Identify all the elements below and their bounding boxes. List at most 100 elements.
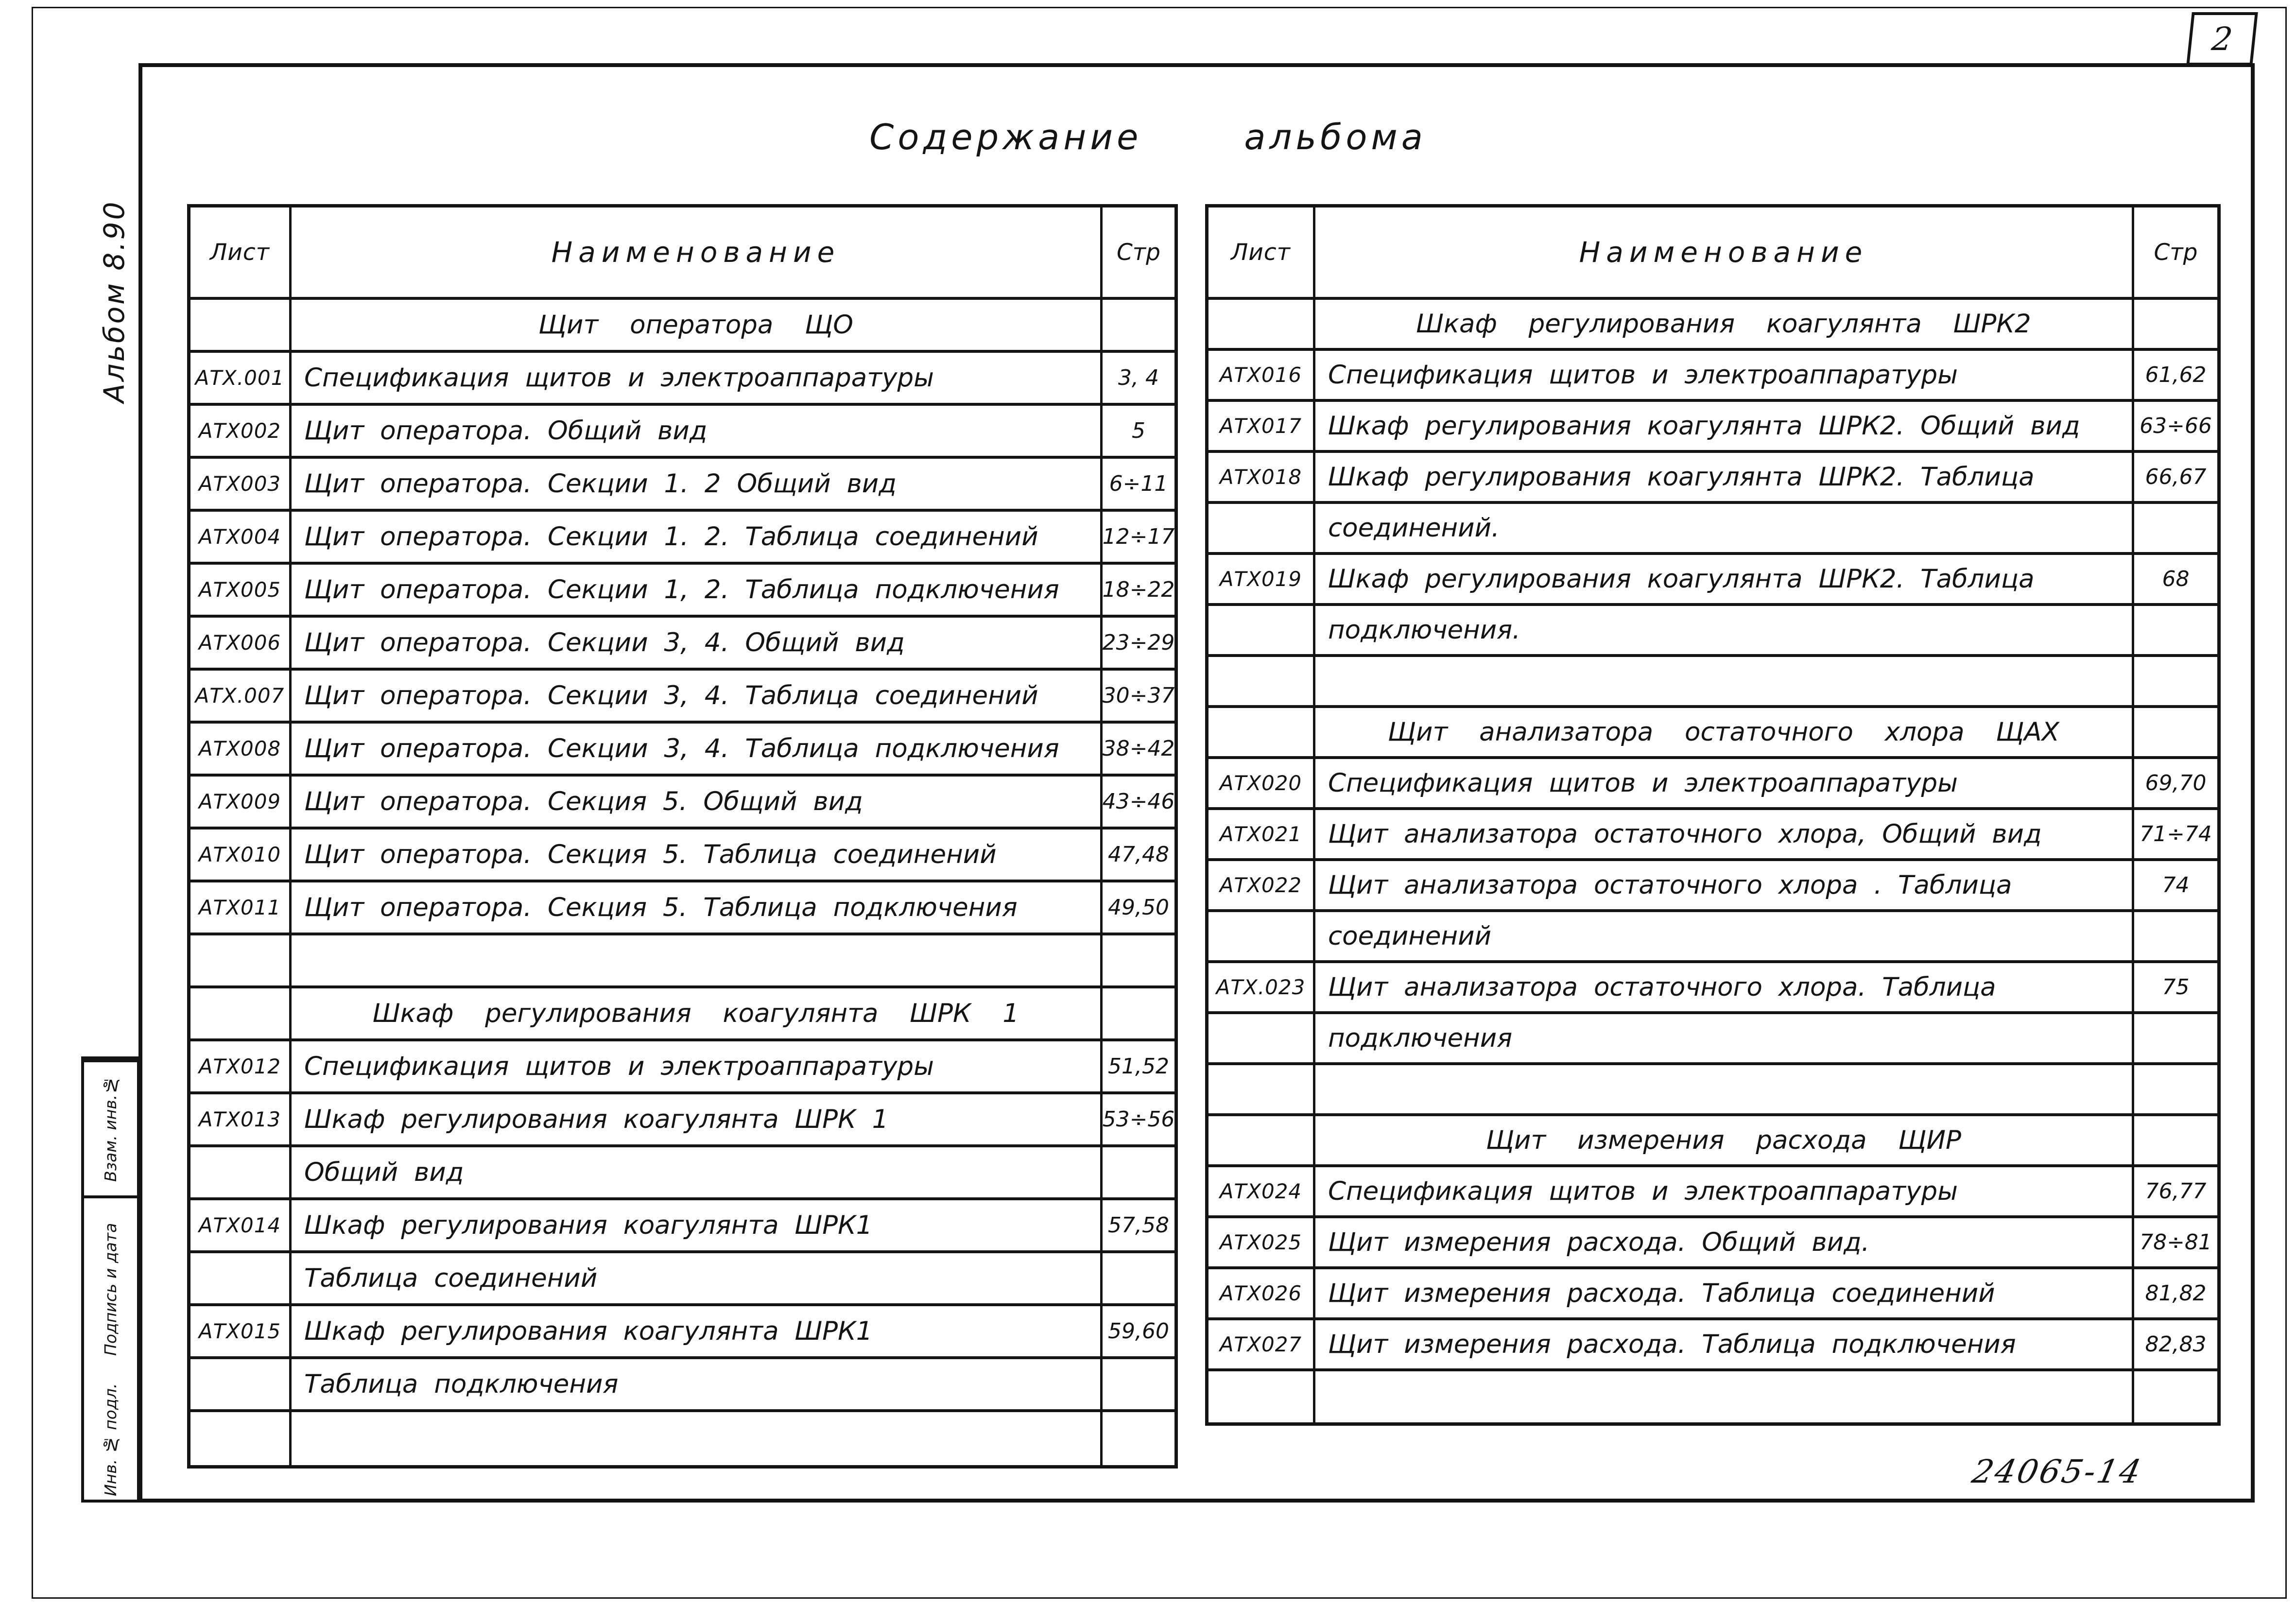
toc-cell-sheet bbox=[1208, 300, 1315, 348]
toc-cell-sheet: АТХ018 bbox=[1208, 453, 1315, 501]
toc-cell-name: Спецификация щитов и электроаппаратуры bbox=[304, 1052, 934, 1081]
toc-section-row: Щит оператора ЩО bbox=[190, 300, 1174, 353]
toc-cell-name: Щит оператора ЩО bbox=[538, 310, 853, 340]
toc-cell-name: Щит измерения расхода. Таблица подключен… bbox=[1328, 1330, 2016, 1359]
toc-row: АТХ013 Шкаф регулирования коагулянта ШРК … bbox=[190, 1094, 1174, 1147]
toc-row: соединений. bbox=[1208, 504, 2217, 555]
toc-row: АТХ017 Шкаф регулирования коагулянта ШРК2… bbox=[1208, 402, 2217, 453]
toc-cell-name: Щит оператора. Секции 1, 2. Таблица подк… bbox=[304, 575, 1059, 605]
toc-cell-sheet bbox=[1208, 657, 1315, 705]
toc-row: АТХ.001 Спецификация щитов и электроаппар… bbox=[190, 353, 1174, 406]
drawing-frame bbox=[138, 63, 2255, 1503]
toc-cell-page: 53÷56 bbox=[1100, 1094, 1174, 1144]
toc-cell-name: Таблица подключения bbox=[304, 1369, 619, 1399]
toc-cell-page bbox=[2132, 1014, 2217, 1062]
toc-empty-row bbox=[1208, 1371, 2217, 1422]
toc-cell-page bbox=[1100, 1147, 1174, 1197]
toc-cell-name: Щит измерения расхода. Таблица соединени… bbox=[1328, 1279, 1995, 1308]
toc-cell-page bbox=[1100, 300, 1174, 350]
toc-row: АТХ003 Щит оператора. Секции 1. 2 Общий в… bbox=[190, 459, 1174, 512]
toc-empty-row bbox=[1208, 657, 2217, 708]
toc-cell-sheet: АТХ026 bbox=[1208, 1269, 1315, 1317]
document-number: 24065-14 bbox=[1968, 1453, 2146, 1490]
toc-row: соединений bbox=[1208, 912, 2217, 963]
toc-cell-page: 30÷37 bbox=[1100, 671, 1174, 721]
toc-row: подключения. bbox=[1208, 606, 2217, 657]
toc-cell-sheet: АТХ024 bbox=[1208, 1167, 1315, 1215]
toc-header-sheet: Лист bbox=[190, 207, 292, 297]
toc-cell-sheet: АТХ017 bbox=[1208, 402, 1315, 450]
toc-cell-sheet: АТХ019 bbox=[1208, 555, 1315, 603]
toc-cell-sheet: АТХ.001 bbox=[190, 353, 292, 403]
toc-cell-page bbox=[2132, 912, 2217, 960]
toc-row: АТХ022 Щит анализатора остаточного хлора … bbox=[1208, 861, 2217, 912]
toc-cell-name: Щит анализатора остаточного хлора . Табл… bbox=[1328, 870, 2012, 900]
toc-cell-sheet bbox=[190, 1412, 292, 1465]
outer-border bbox=[32, 7, 2287, 1599]
toc-cell-name: Спецификация щитов и электроаппаратуры bbox=[1328, 768, 1958, 798]
toc-cell-name: Шкаф регулирования коагулянта ШРК 1 bbox=[304, 1105, 889, 1134]
page-title-word-2: альбома bbox=[1244, 117, 1427, 157]
toc-cell-page bbox=[2132, 606, 2217, 654]
toc-cell-sheet bbox=[1208, 1371, 1315, 1422]
toc-cell-sheet: АТХ.007 bbox=[190, 671, 292, 721]
stamp-cell-vzam-inv: Взам. инв.№ bbox=[84, 1059, 137, 1195]
toc-cell-page bbox=[2132, 1116, 2217, 1164]
toc-row: АТХ011 Щит оператора. Секция 5. Таблица п… bbox=[190, 882, 1174, 935]
toc-cell-name: подключения. bbox=[1328, 615, 1520, 645]
toc-cell-page bbox=[1100, 1253, 1174, 1303]
toc-cell-page bbox=[1100, 1412, 1174, 1465]
toc-cell-sheet bbox=[1208, 1014, 1315, 1062]
toc-cell-sheet: АТХ011 bbox=[190, 882, 292, 933]
toc-cell-page: 69,70 bbox=[2132, 759, 2217, 807]
toc-cell-name: Шкаф регулирования коагулянта ШРК1 bbox=[304, 1210, 873, 1240]
toc-row: АТХ015 Шкаф регулирования коагулянта ШРК1… bbox=[190, 1306, 1174, 1359]
toc-cell-sheet: АТХ013 bbox=[190, 1094, 292, 1144]
toc-cell-sheet bbox=[1208, 1065, 1315, 1113]
toc-cell-name: Щит измерения расхода. Общий вид. bbox=[1328, 1227, 1870, 1257]
toc-cell-name: Щит оператора. Секция 5. Общий вид bbox=[304, 787, 863, 816]
toc-cell-sheet bbox=[190, 935, 292, 985]
page-title: Содержание альбома bbox=[0, 117, 2296, 157]
toc-cell-page bbox=[1100, 988, 1174, 1038]
toc-cell-page: 6÷11 bbox=[1100, 459, 1174, 509]
toc-cell-name: Таблица соединений bbox=[304, 1263, 598, 1293]
toc-cell-sheet bbox=[1208, 708, 1315, 756]
toc-cell-page: 3, 4 bbox=[1100, 353, 1174, 403]
toc-row: АТХ019 Шкаф регулирования коагулянта ШРК2… bbox=[1208, 555, 2217, 606]
toc-section-row: Щит анализатора остаточного хлора ЩАХ bbox=[1208, 708, 2217, 759]
toc-cell-page: 61,62 bbox=[2132, 351, 2217, 399]
toc-cell-sheet: АТХ002 bbox=[190, 406, 292, 456]
toc-row: АТХ009 Щит оператора. Секция 5. Общий вид… bbox=[190, 777, 1174, 829]
toc-cell-page: 76,77 bbox=[2132, 1167, 2217, 1215]
toc-cell-sheet bbox=[190, 300, 292, 350]
toc-cell-sheet: АТХ021 bbox=[1208, 810, 1315, 858]
toc-row: АТХ014 Шкаф регулирования коагулянта ШРК1… bbox=[190, 1200, 1174, 1253]
toc-header-sheet: Лист bbox=[1208, 207, 1315, 297]
toc-cell-name: Щит оператора. Секции 3, 4. Общий вид bbox=[304, 628, 905, 657]
toc-cell-page: 63÷66 bbox=[2132, 402, 2217, 450]
toc-cell-name: Шкаф регулирования коагулянта ШРК2. Табл… bbox=[1328, 462, 2035, 492]
toc-row: АТХ027 Щит измерения расхода. Таблица под… bbox=[1208, 1320, 2217, 1371]
toc-cell-page: 71÷74 bbox=[2132, 810, 2217, 858]
toc-cell-name: Щит оператора. Секции 1. 2 Общий вид bbox=[304, 469, 897, 499]
toc-row: Таблица подключения bbox=[190, 1359, 1174, 1412]
toc-cell-sheet bbox=[1208, 504, 1315, 552]
toc-cell-page bbox=[2132, 1371, 2217, 1422]
toc-cell-name: Общий вид bbox=[304, 1158, 464, 1187]
toc-cell-sheet: АТХ003 bbox=[190, 459, 292, 509]
toc-cell-sheet bbox=[190, 1147, 292, 1197]
toc-cell-page: 68 bbox=[2132, 555, 2217, 603]
toc-row: АТХ016 Спецификация щитов и электроаппара… bbox=[1208, 351, 2217, 402]
toc-cell-sheet: АТХ014 bbox=[190, 1200, 292, 1250]
toc-row: АТХ002 Щит оператора. Общий вид 5 bbox=[190, 406, 1174, 459]
toc-cell-page: 43÷46 bbox=[1100, 777, 1174, 827]
toc-cell-name bbox=[292, 1412, 1100, 1465]
toc-cell-sheet: АТХ022 bbox=[1208, 861, 1315, 909]
toc-cell-page: 74 bbox=[2132, 861, 2217, 909]
toc-cell-sheet: АТХ025 bbox=[1208, 1218, 1315, 1266]
toc-cell-page bbox=[1100, 1359, 1174, 1409]
toc-row: АТХ.007 Щит оператора. Секции 3, 4. Табли… bbox=[190, 671, 1174, 724]
toc-row: Таблица соединений bbox=[190, 1253, 1174, 1306]
